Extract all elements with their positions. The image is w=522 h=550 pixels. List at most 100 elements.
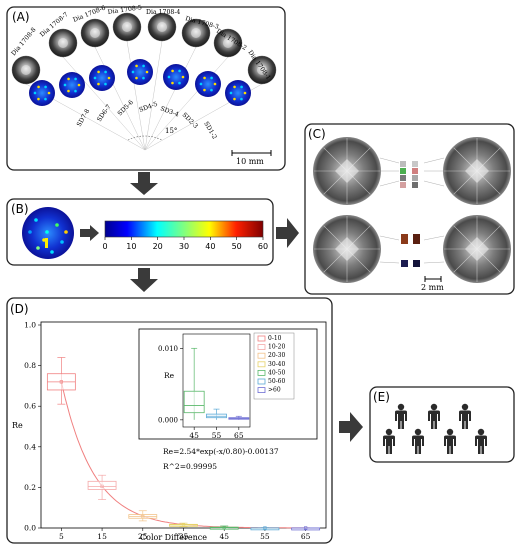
box-mean (222, 525, 226, 530)
colorbar-tick-label: 20 (153, 242, 163, 251)
box-mean (141, 515, 145, 519)
panel-e: (E) (369, 386, 515, 463)
inset-x-tick-label: 65 (234, 431, 244, 440)
panel-e-label: (E) (373, 390, 390, 404)
fan-line (144, 40, 163, 151)
person-icon (385, 428, 393, 436)
y-tick-label: 0.4 (24, 442, 36, 451)
panel-a-label: (A) (12, 10, 30, 24)
x-tick-label: 15 (97, 532, 107, 541)
legend-swatch (257, 387, 266, 394)
box-mean (263, 526, 267, 530)
arrow-a-to-b (130, 172, 158, 195)
heatmap-photo (59, 72, 85, 98)
inset-boxes (183, 347, 250, 420)
colorbar-tick-label: 60 (258, 242, 268, 251)
legend-label: 10-20 (268, 344, 285, 351)
main-boxes (46, 357, 321, 531)
fit-equation: Re=2.54*exp(-x/0.80)-0.00137 (163, 447, 279, 456)
colorbar-tick-label: 30 (179, 242, 189, 251)
box-mean (304, 526, 308, 530)
colorbar-ticks: 0 10 20 30 40 50 60 (102, 237, 268, 251)
panel-c: (C) 2 mm (304, 123, 515, 295)
x-tick-label: 65 (301, 532, 311, 541)
panel-c-label: (C) (308, 127, 326, 141)
x-tick-label: 55 (260, 532, 270, 541)
inset-y-tick-label: 0.010 (158, 345, 178, 353)
panel-d: (D) Re Color Difference 5 15 25 35 45 55 65 0.0… (6, 297, 333, 544)
arrow-b-to-d (130, 268, 158, 292)
fan-line (62, 56, 146, 151)
x-tick-label: 5 (59, 532, 64, 541)
heatmap-photo (29, 80, 55, 106)
person-icon (414, 428, 422, 436)
angle-label: 15° (165, 127, 177, 135)
color-swatches (400, 161, 420, 267)
person-icon (477, 428, 485, 436)
x-axis-label: Color Difference (140, 533, 207, 542)
y-axis-label: Re (12, 421, 23, 430)
box-mean (100, 484, 104, 488)
legend-label: 40-50 (268, 369, 285, 376)
colorbar (104, 220, 264, 238)
arrow-d-to-e (339, 412, 363, 442)
colorbar-tick-label: 10 (126, 242, 136, 251)
y-tick-label: 0.2 (24, 483, 36, 492)
heatmap-photo (195, 71, 221, 97)
x-tick-label: 25 (138, 532, 148, 541)
colorbar-tick-label: 50 (232, 242, 242, 251)
legend-swatch (257, 335, 266, 342)
box-mean (181, 523, 186, 527)
legend-label: 20-30 (268, 352, 285, 359)
y-tick-label: 1.0 (24, 321, 36, 330)
y-tick-label: 0.8 (24, 361, 36, 370)
legend-swatch (257, 344, 266, 351)
diamond-label: Dia 1708-4 (146, 9, 180, 16)
legend-label: 0-10 (268, 335, 282, 342)
heatmap-photo (127, 59, 153, 85)
heatmap-photo (225, 80, 251, 106)
legend-label: >60 (268, 387, 281, 394)
heatmap-photo (163, 64, 189, 90)
fan-line (144, 46, 197, 151)
person-icon (461, 403, 469, 411)
heatmap-row (29, 59, 251, 106)
legend-label: 50-60 (268, 378, 285, 385)
arrow-b-colorbar (80, 225, 99, 241)
legend-swatch (257, 361, 266, 368)
diamond-label: Dia 1708-5 (107, 4, 142, 16)
person-icon (430, 403, 438, 411)
fan-line (126, 40, 146, 151)
colorbar-tick-label: 0 (102, 242, 107, 251)
inset-x-tick-label: 45 (189, 431, 199, 440)
legend-swatch (257, 352, 266, 359)
x-tick-label: 45 (219, 532, 229, 541)
scale-label-a: 10 mm (236, 157, 264, 166)
person-icon (446, 428, 454, 436)
legend-label: 30-40 (268, 361, 285, 368)
person-icon (397, 403, 405, 411)
colorbar-tick-label: 40 (205, 242, 215, 251)
box-mean (59, 380, 63, 384)
arrow-b-to-c (276, 218, 299, 248)
legend-swatch (257, 378, 266, 385)
people-icons (383, 403, 487, 454)
inset-axes: 45 55 65 0.000 0.010 (158, 333, 251, 440)
r-squared: R^2=0.99995 (163, 462, 217, 471)
x-tick-label: 35 (179, 532, 189, 541)
diamond-row (11, 12, 277, 85)
legend-swatch (257, 369, 266, 376)
panel-b-label: (B) (11, 202, 29, 216)
inset-box (183, 390, 205, 414)
panel-b: (B) 0 10 20 30 40 50 60 (6, 198, 274, 266)
panel-d-label: (D) (10, 302, 29, 316)
y-tick-label: 0.0 (24, 524, 36, 533)
inset-y-tick-label: 0.000 (158, 416, 178, 424)
fan-line (94, 46, 146, 151)
inset-x-tick-label: 55 (212, 431, 222, 440)
heatmap-photo (89, 65, 115, 91)
scale-label-c: 2 mm (421, 283, 444, 292)
y-tick-label: 0.6 (24, 402, 36, 411)
